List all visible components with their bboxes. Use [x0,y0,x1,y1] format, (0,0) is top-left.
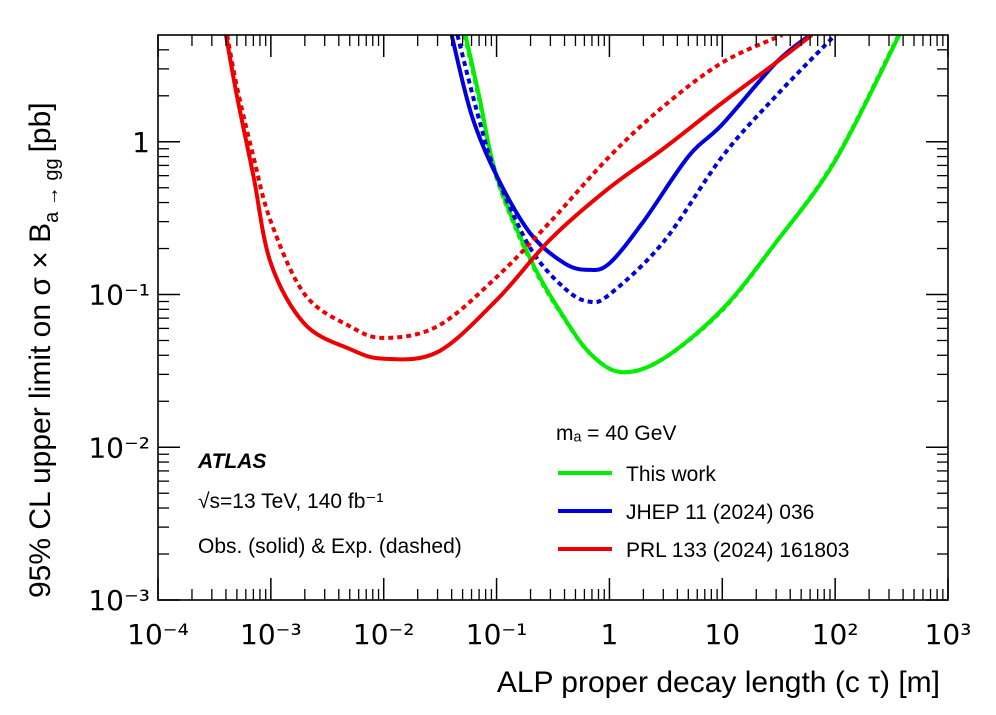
x-tick-label: 10 [704,618,740,651]
energy-label: √s=13 TeV, 140 fb⁻¹ [198,490,384,513]
observed-line [449,35,812,272]
x-tick-label: 10⁻² [353,618,415,651]
y-axis-label-main: 95% CL upper limit on σ × B [24,223,57,598]
x-tick-label: 1 [601,618,619,651]
x-tick-label: 10⁻⁴ [127,618,189,651]
y-axis-label: 95% CL upper limit on σ × Ba → gg [pb] [24,102,63,598]
y-axis-label-sub: a → gg [41,158,63,222]
expected-line [225,35,784,340]
y-tick-label: 10⁻³ [88,584,150,617]
plot-frame [157,34,949,601]
observed-line [223,35,813,362]
x-tick-label: 10³ [925,618,972,651]
x-tick-label: 10⁻¹ [466,618,528,651]
style-note: Obs. (solid) & Exp. (dashed) [198,535,462,558]
legend-label: JHEP 11 (2024) 036 [626,501,814,524]
x-tick-label: 10² [812,618,859,651]
legend-label: PRL 133 (2024) 161803 [626,539,849,562]
x-tick-label: 10⁻³ [240,618,302,651]
y-tick-label: 10⁻² [88,431,150,464]
x-axis-label: ALP proper decay length (c τ) [m] [497,666,940,699]
legend-title: mₐ = 40 GeV [556,422,676,445]
y-axis-label-unit: [pb] [24,102,57,152]
legend-label: This work [626,463,716,486]
curves [223,35,902,375]
y-tick-label: 1 [132,126,150,159]
y-tick-label: 10⁻¹ [88,279,150,312]
atlas-label: ATLAS [197,450,266,473]
